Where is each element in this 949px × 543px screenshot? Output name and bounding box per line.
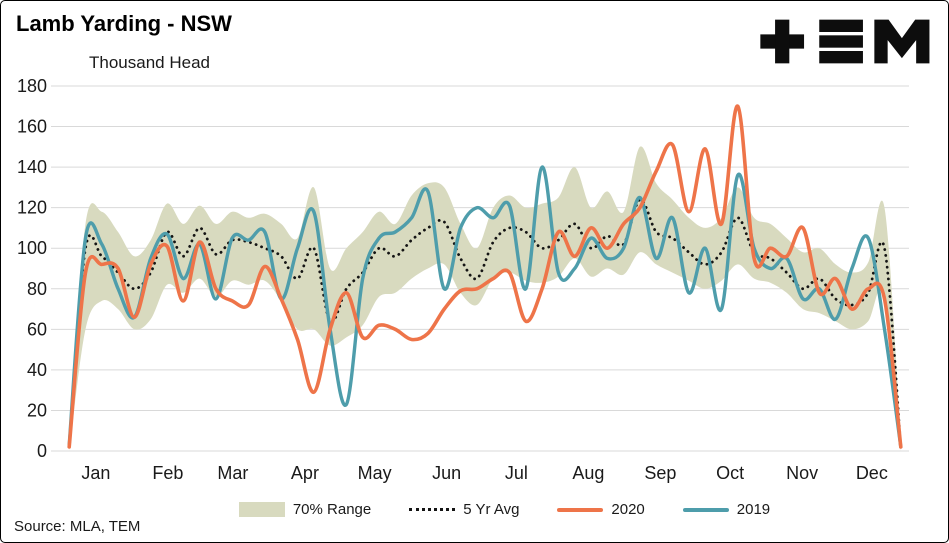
plot-series: [67, 104, 903, 451]
legend-swatch-2019: [682, 507, 729, 512]
legend-item-70pct-range: 70% Range: [238, 501, 372, 518]
svg-text:Nov: Nov: [786, 463, 818, 483]
legend-label-range: 70% Range: [292, 501, 372, 518]
tem-logo: [752, 13, 934, 75]
legend-swatch-dotted: [409, 508, 456, 511]
svg-text:Dec: Dec: [856, 463, 888, 483]
svg-text:120: 120: [17, 198, 47, 218]
logo-m-icon: [874, 19, 930, 64]
legend-label-2020: 2020: [611, 501, 645, 518]
svg-text:100: 100: [17, 238, 47, 258]
tem-logo-icon: [760, 19, 930, 64]
series-2020: [67, 104, 903, 449]
logo-three-bars-icon: [819, 19, 863, 64]
svg-text:Sep: Sep: [644, 463, 676, 483]
svg-text:Aug: Aug: [572, 463, 604, 483]
svg-text:Apr: Apr: [291, 463, 319, 483]
svg-text:Jul: Jul: [505, 463, 528, 483]
legend-swatch-range: [238, 502, 285, 517]
svg-text:60: 60: [27, 319, 47, 339]
band-70pct-range: [69, 146, 901, 451]
chart-legend: 70% Range 5 Yr Avg 2020 2019: [1, 501, 948, 518]
series-2019: [67, 165, 903, 449]
x-axis-labels: Jan Feb Mar Apr May Jun Jul Aug Sep Oct Nov Dec: [81, 463, 888, 483]
svg-text:Mar: Mar: [217, 463, 248, 483]
svg-text:160: 160: [17, 117, 47, 137]
legend-label-2019: 2019: [736, 501, 771, 518]
svg-text:80: 80: [27, 279, 47, 299]
logo-plus-icon: [760, 19, 805, 64]
legend-swatch-2020: [557, 507, 604, 512]
y-axis-unit-label: Thousand Head: [89, 53, 210, 72]
legend-label-5yr-avg: 5 Yr Avg: [463, 501, 520, 518]
y-axis-labels: 0 20 40 60 80 100 120 140 160 180: [17, 76, 47, 461]
svg-text:40: 40: [27, 360, 47, 380]
legend-item-2019: 2019: [682, 501, 771, 518]
svg-text:Oct: Oct: [716, 463, 744, 483]
svg-text:20: 20: [27, 400, 47, 420]
page-title: Lamb Yarding - NSW: [16, 11, 232, 36]
svg-text:0: 0: [37, 441, 47, 461]
svg-text:Jan: Jan: [81, 463, 110, 483]
source-note: Source: MLA, TEM: [14, 518, 141, 535]
series-5yr-avg: [67, 198, 903, 449]
svg-text:Feb: Feb: [152, 463, 183, 483]
svg-text:180: 180: [17, 76, 47, 96]
svg-text:May: May: [358, 463, 392, 483]
legend-item-5yr-avg: 5 Yr Avg: [409, 501, 519, 518]
svg-text:Jun: Jun: [432, 463, 461, 483]
legend-item-2020: 2020: [557, 501, 645, 518]
svg-text:140: 140: [17, 157, 47, 177]
